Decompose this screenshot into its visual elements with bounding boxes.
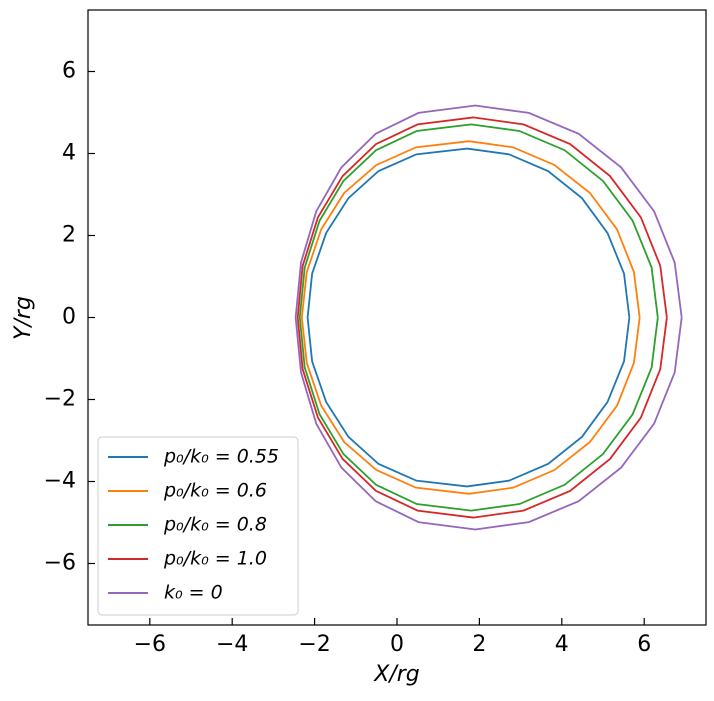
y-tick-label: 4 [62,141,76,166]
series-line [306,147,631,488]
x-tick-label: −6 [134,632,166,657]
y-axis-label: Y/rg [11,296,36,340]
x-tick-label: 0 [390,632,404,657]
series-line [298,123,659,512]
y-tick-label: −2 [44,387,76,412]
legend-label: k₀ = 0 [164,582,223,604]
legend-label: p₀/k₀ = 0.8 [163,514,267,536]
y-tick-label: 6 [62,59,76,84]
y-tick-label: 0 [62,305,76,330]
y-tick-label: −4 [44,469,76,494]
x-tick-label: 4 [555,632,569,657]
legend-label: p₀/k₀ = 0.55 [163,446,279,468]
series-line [296,116,668,519]
legend-label: p₀/k₀ = 0.6 [163,480,267,502]
y-tick-label: −6 [44,551,76,576]
y-tick-label: 2 [62,223,76,248]
x-tick-label: 6 [637,632,651,657]
x-tick-label: 2 [472,632,486,657]
x-tick-label: −2 [298,632,330,657]
legend-box [97,436,299,616]
series-line [300,140,641,495]
x-tick-label: −4 [216,632,248,657]
plot-frame [87,9,707,626]
legend-label: p₀/k₀ = 1.0 [163,548,267,570]
series-line [294,104,683,531]
x-axis-label: X/rg [373,662,420,687]
